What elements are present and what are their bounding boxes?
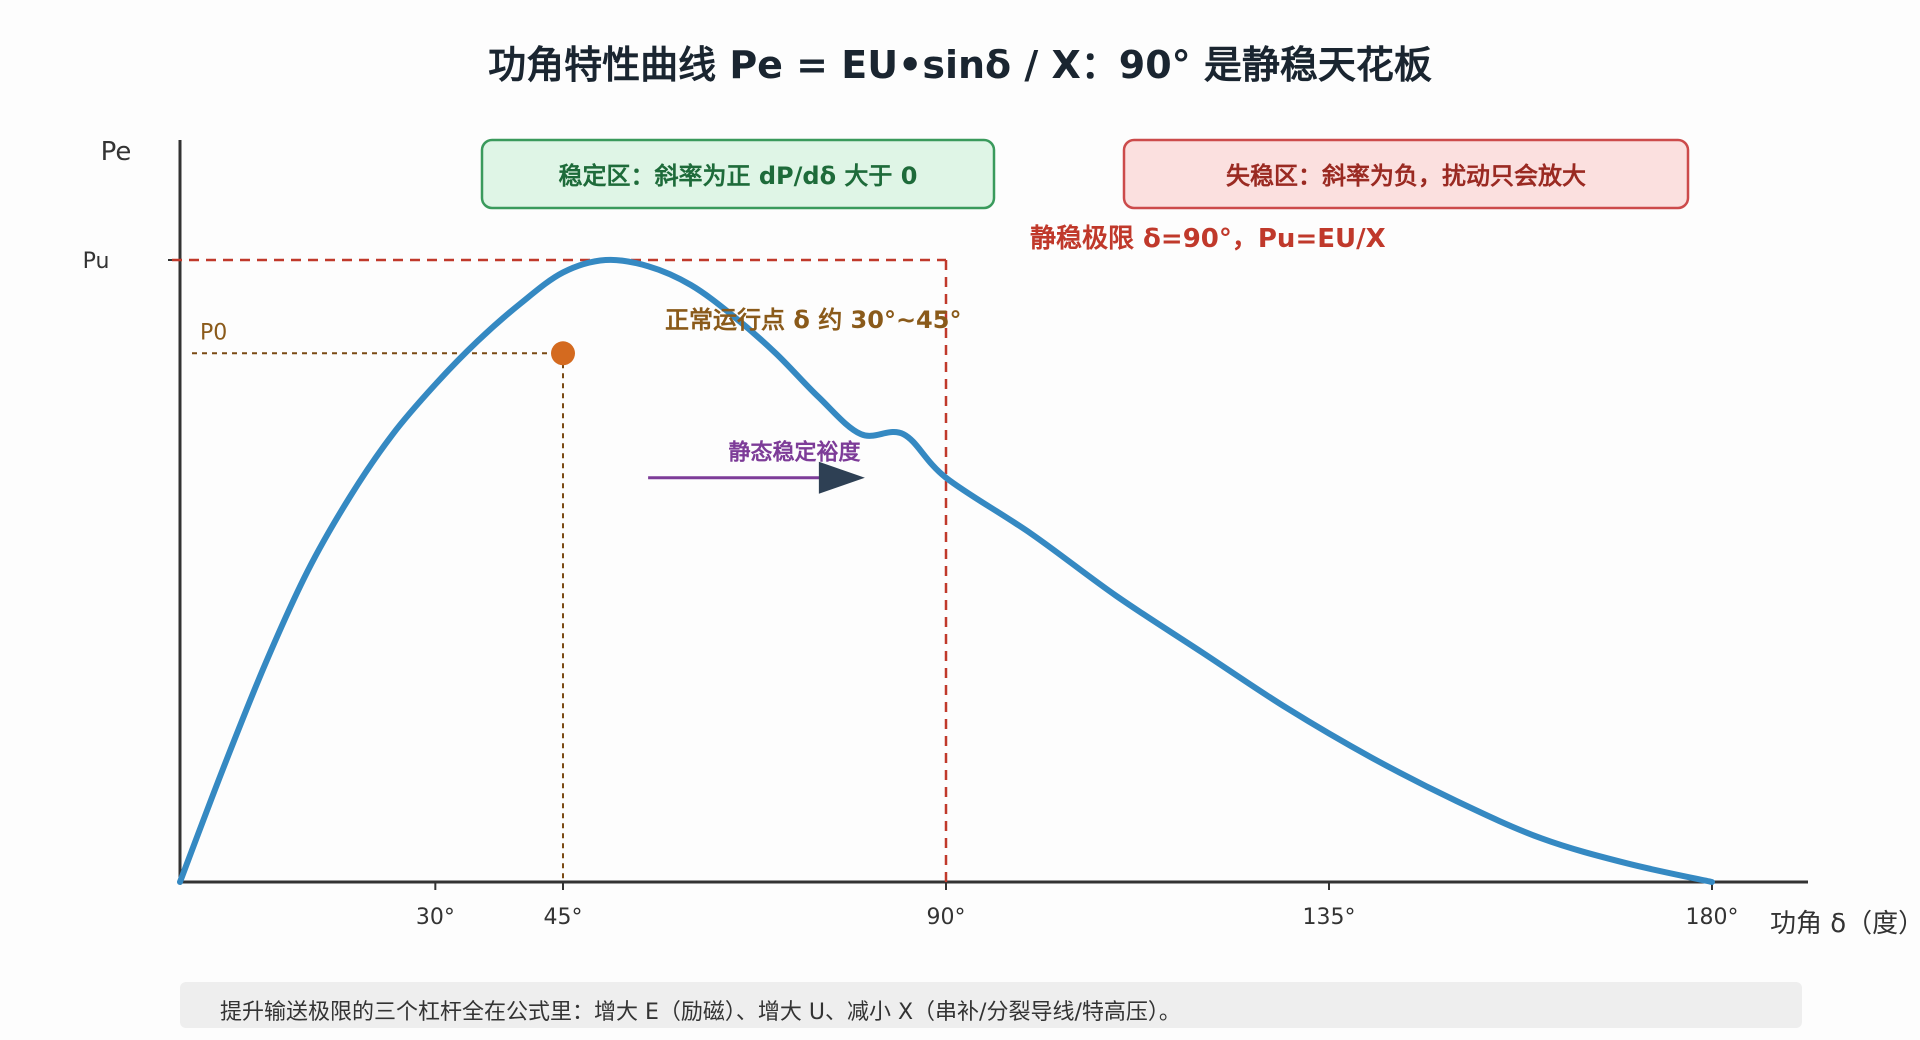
region-unstable-label: 失稳区：斜率为负，扰动只会放大 [1226,162,1586,190]
operating-point [551,341,575,366]
x-tick-label: 30° [416,905,455,930]
y-axis-label: Pe [101,137,132,167]
margin-label: 静态稳定裕度 [728,440,861,466]
x-tick-label: 180° [1686,905,1739,930]
x-tick-label: 135° [1303,905,1356,930]
x-tick-label: 90° [927,905,966,930]
footnote: 提升输送极限的三个杠杆全在公式里：增大 E（励磁）、增大 U、减小 X（串补/分… [180,982,1802,1028]
margin-arrow-head [818,461,865,494]
region-stable-label: 稳定区：斜率为正 dP/dδ 大于 0 [559,162,918,190]
footnote-text: 提升输送极限的三个杠杆全在公式里：增大 E（励磁）、增大 U、减小 X（串补/分… [220,1000,1181,1025]
chart-title: 功角特性曲线 Pe = EU•sinδ / X：90° 是静稳天花板 [488,43,1432,87]
y-tick-label-p0: P0 [200,320,227,345]
series-line [177,256,1715,885]
operating-point-label: 正常运行点 δ 约 30°~45° [665,306,961,334]
region-stable: 稳定区：斜率为正 dP/dδ 大于 0 [480,138,996,210]
limit-label: 静稳极限 δ=90°，Pu=EU/X [1030,223,1386,254]
x-axis-label: 功角 δ（度） [1770,909,1920,939]
region-unstable: 失稳区：斜率为负，扰动只会放大 [1122,138,1690,210]
y-tick-label-pu: Pu [83,249,110,274]
x-tick-label: 45° [544,905,583,930]
